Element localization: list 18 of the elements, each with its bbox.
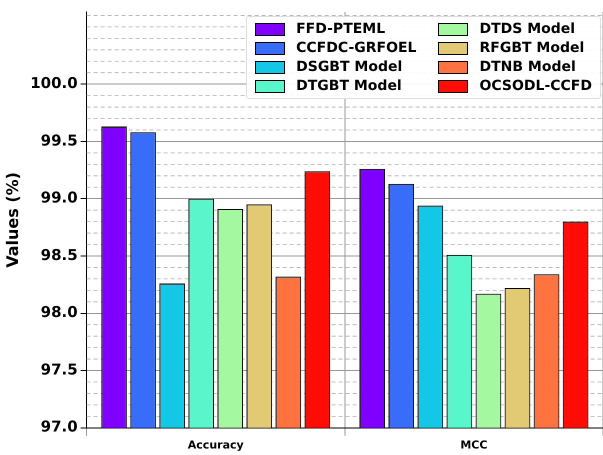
y-tick-label: 97.0 <box>40 418 78 436</box>
x-tick-label: Accuracy <box>188 438 244 452</box>
x-tick-label: MCC <box>460 438 488 452</box>
y-tick-label: 99.5 <box>40 131 78 150</box>
legend-label: OCSODL-CCFD <box>479 78 592 94</box>
y-tick-label: 99.0 <box>40 188 78 207</box>
y-tick-label: 97.5 <box>40 360 78 378</box>
legend-label: DTDS Model <box>479 21 576 37</box>
legend-label: DSGBT Model <box>296 59 402 75</box>
legend-label: CCFDC-GRFOEL <box>296 40 416 56</box>
y-tick-label: 100.0 <box>30 74 78 92</box>
legend-label: DTGBT Model <box>296 78 402 94</box>
legend-label: FFD-PTEML <box>296 21 386 37</box>
y-tick-label: 98.0 <box>40 303 78 322</box>
legend-label: DTNB Model <box>479 59 576 75</box>
legend-label: RFGBT Model <box>479 40 584 56</box>
y-axis-title: Values (%) <box>2 172 22 268</box>
y-tick-label: 98.5 <box>40 246 78 264</box>
